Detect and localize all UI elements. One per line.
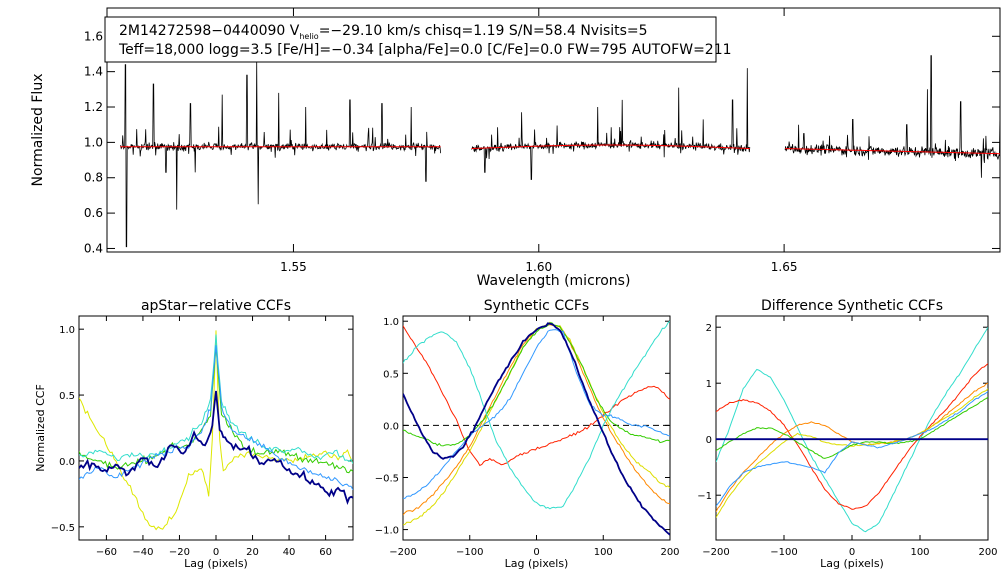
observed-spectrum-chip-2 [471, 68, 751, 180]
apstar-ccf-series-ccf-green [79, 345, 353, 474]
difference-ccf-ytick-label: −1 [697, 491, 712, 502]
difference-ccf-series-diff-blue [716, 391, 988, 507]
apstar-ccf-series-ccf-yellow [79, 330, 353, 531]
apstar-ccf-panel: −60 −40 −20 0 20 40 60 −0.5 0.0 0.5 1.0 apStar−rela… [34, 298, 354, 570]
synthetic-ccf-series-syn-red [403, 325, 670, 467]
difference-ccf-title: Difference Synthetic CCFs [761, 298, 943, 314]
annotation-subscript: helio [299, 32, 318, 41]
synthetic-ccf-ytick-label: −1.0 [375, 526, 399, 537]
synthetic-ccf-xtick-label: −100 [456, 547, 483, 558]
observed-spectrum-chip-1 [120, 60, 441, 248]
apstar-ccf-ylabel: Normalized CCF [34, 384, 47, 472]
apstar-ccf-series-ccf-navy [79, 390, 353, 505]
annotation-line1: 2M14272598−0440090 Vhelio=−29.10 km/s ch… [119, 23, 648, 41]
apstar-ccf-ytick-label: −0.5 [51, 523, 75, 534]
apstar-ccf-series-ccf-cyan [79, 334, 353, 464]
synthetic-ccf-ytick-label: 0.0 [383, 421, 399, 432]
spectrum-ylabel: Normalized Flux [30, 74, 46, 187]
spectrum-xlabel: Wavelength (microns) [477, 273, 631, 289]
spectrum-ytick-label: 1.6 [84, 29, 103, 43]
apstar-ccf-xlabel: Lag (pixels) [184, 557, 248, 570]
apstar-ccf-xtick-label: 20 [246, 547, 259, 558]
model-spectrum-chip-2 [471, 144, 750, 150]
synthetic-ccf-series-syn-yellow [403, 321, 670, 526]
annotation-line1-b: =−29.10 km/s chisq=1.19 S/N=58.4 Nvisits… [319, 23, 648, 39]
synthetic-ccf-xtick-label: −200 [389, 547, 416, 558]
spectrum-ytick-label: 1.4 [84, 65, 103, 79]
difference-ccf-ytick-label: 0 [706, 435, 712, 446]
synthetic-ccf-xtick-label: 100 [594, 547, 613, 558]
spectrum-ytick-label: 0.8 [84, 171, 103, 185]
difference-ccf-ytick-label: 2 [706, 323, 712, 334]
spectrum-xtick-label: 1.60 [525, 260, 552, 274]
spectrum-panel: 1.55 1.60 1.65 0.4 0.6 0.8 1.0 1.2 1.4 1.6 Wavelen… [30, 7, 1001, 289]
difference-ccf-xtick-label: 100 [910, 547, 929, 558]
apstar-ccf-title: apStar−relative CCFs [141, 298, 291, 314]
difference-ccf-xtick-label: 200 [978, 547, 997, 558]
synthetic-ccf-series-syn-green [403, 322, 670, 447]
spectrum-xtick-label: 1.55 [280, 260, 307, 274]
spectrum-ytick-label: 0.6 [84, 206, 103, 220]
spectrum-ytick-label: 1.0 [84, 135, 103, 149]
apstar-ccf-xtick-label: −60 [96, 547, 117, 558]
synthetic-ccf-ytick-label: 1.0 [383, 317, 399, 328]
spectrum-ytick-label: 0.4 [84, 241, 103, 255]
difference-ccf-panel: −200 −100 0 100 200 −1 0 1 2 Difference Synthetic… [697, 298, 997, 570]
synthetic-ccf-panel: −200 −100 0 100 200 −1.0 −0.5 0.0 0.5 1.0 Syntheti… [375, 298, 680, 570]
difference-ccf-series-diff-yellow [716, 388, 988, 518]
synthetic-ccf-xtick-label: 0 [533, 547, 539, 558]
synthetic-ccf-title: Synthetic CCFs [484, 298, 589, 314]
difference-ccf-series-diff-green [716, 396, 988, 459]
synthetic-ccf-series-syn-cyan [403, 320, 670, 510]
apstar-ccf-ytick-label: 0.0 [59, 457, 75, 468]
apstar-ccf-xtick-label: 0 [213, 547, 219, 558]
annotation-line1-a: 2M14272598−0440090 V [119, 23, 300, 39]
synthetic-ccf-ytick-label: −0.5 [375, 473, 399, 484]
difference-ccf-series-diff-cyan [716, 326, 988, 533]
synthetic-ccf-ytick-label: 0.5 [383, 369, 399, 380]
apstar-ccf-ytick-label: 0.5 [59, 391, 75, 402]
difference-ccf-xtick-label: −100 [770, 547, 797, 558]
annotation-line2: Teff=18,000 logg=3.5 [Fe/H]=−0.34 [alpha… [118, 42, 732, 58]
apstar-ccf-xtick-label: −20 [169, 547, 190, 558]
annotation-box [104, 16, 717, 63]
synthetic-ccf-xlabel: Lag (pixels) [505, 557, 569, 570]
synthetic-ccf-frame [402, 315, 671, 541]
observed-spectrum-chip-3 [784, 55, 1000, 178]
model-spectrum-chip-3 [785, 148, 1000, 155]
synthetic-ccf-series-syn-navy [403, 322, 670, 536]
synthetic-ccf-xtick-label: 200 [660, 547, 679, 558]
apstar-ccf-xtick-label: 40 [283, 547, 296, 558]
apstar-ccf-xtick-label: 60 [319, 547, 332, 558]
synthetic-ccf-series-syn-blue [403, 329, 670, 499]
difference-ccf-ytick-label: 1 [706, 379, 712, 390]
apstar-ccf-xtick-label: −40 [132, 547, 153, 558]
difference-ccf-xtick-label: −200 [702, 547, 729, 558]
fit-annotation: 2M14272598−0440090 Vhelio=−29.10 km/s ch… [104, 16, 732, 63]
difference-ccf-xlabel: Lag (pixels) [820, 557, 884, 570]
spectrum-ytick-label: 1.2 [84, 100, 103, 114]
apstar-ccf-ytick-label: 1.0 [59, 325, 75, 336]
difference-ccf-xtick-label: 0 [849, 547, 855, 558]
spectrum-xtick-label: 1.65 [771, 260, 798, 274]
difference-ccf-series-diff-red [716, 363, 988, 510]
